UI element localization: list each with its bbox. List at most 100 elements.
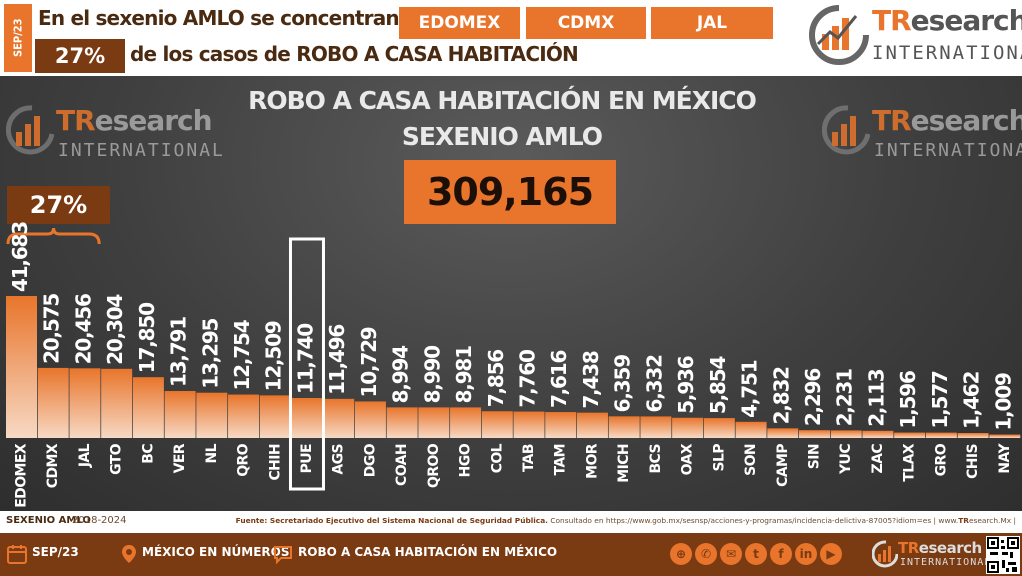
category-label-chis: CHIS — [965, 443, 981, 478]
watermark-logo-right: TResearch INTERNATIONAL — [822, 100, 1022, 170]
bracket — [6, 227, 101, 245]
bar-qroo — [418, 407, 450, 438]
category-label-bcs: BCS — [648, 443, 664, 473]
value-label-bcs: 6,332 — [642, 355, 666, 413]
value-label-tam: 7,616 — [547, 351, 571, 409]
bar-tam — [545, 412, 577, 438]
whatsapp-icon[interactable]: ✆ — [695, 543, 717, 565]
logo-brand: TResearch — [872, 104, 1022, 137]
category-label-hgo: HGO — [458, 443, 474, 477]
date-tab: SEP/23 — [4, 4, 32, 72]
value-label-chis: 1,462 — [960, 371, 984, 429]
logo-mark-icon — [872, 540, 898, 568]
logo-mark-icon — [822, 105, 870, 155]
chart-title: ROBO A CASA HABITACIÓN EN MÉXICO — [248, 86, 757, 115]
logo-sub: INTERNATIONAL — [872, 42, 1022, 64]
category-label-gro: GRO — [933, 443, 949, 476]
value-label-slp: 5,854 — [706, 357, 730, 415]
footer-topic: ROBO A CASA HABITACIÓN EN MÉXICO — [298, 545, 558, 559]
twitter-icon[interactable]: t — [745, 543, 767, 565]
logo-brand: TResearch — [898, 539, 982, 557]
value-label-sin: 2,296 — [801, 369, 825, 427]
bar-coah — [386, 407, 418, 438]
value-label-zac: 2,113 — [864, 369, 888, 427]
top-state-1: EDOMEX — [399, 7, 520, 39]
value-label-chih: 12,509 — [262, 321, 286, 391]
value-label-dgo: 10,729 — [357, 327, 381, 397]
bracket-percentage: 27% — [7, 186, 110, 224]
category-label-sin: SIN — [807, 444, 823, 469]
mail-icon[interactable]: ✉ — [720, 543, 742, 565]
bar-chih — [259, 395, 291, 438]
headline-percentage: 27% — [35, 39, 125, 73]
footer-logo[interactable]: TResearch INTERNATIONAL — [872, 537, 990, 573]
facebook-icon[interactable]: f — [770, 543, 792, 565]
bar-chart: 41,683 20,575 20,456 20,304 17,850 13,791 13,2… — [6, 222, 1021, 508]
value-label-tlax: 1,596 — [896, 371, 920, 429]
bar-tlax — [894, 432, 926, 438]
highlight-box-pue — [288, 237, 325, 491]
logo-sub: INTERNATIONAL — [58, 140, 225, 161]
value-label-coah: 8,994 — [389, 346, 413, 404]
top-state-3: JAL — [651, 7, 773, 39]
source-prefix: Fuente: Secretariado Ejecutivo del Siste… — [235, 516, 548, 525]
footer-section[interactable]: MÉXICO EN NÚMEROS — [142, 545, 290, 559]
linkedin-icon[interactable]: in — [795, 543, 817, 565]
bar-mich — [608, 416, 640, 438]
category-label-slp: SLP — [711, 444, 727, 472]
globe-icon[interactable]: ⊕ — [670, 543, 692, 565]
bar-jal — [69, 368, 101, 438]
bar-edomex — [6, 296, 37, 438]
youtube-icon[interactable]: ▶ — [820, 543, 842, 565]
top-state-2: CDMX — [526, 7, 646, 39]
bar-sin — [799, 430, 830, 438]
source-text: Fuente: Secretariado Ejecutivo del Siste… — [236, 516, 1016, 525]
logo-brand: TResearch — [872, 4, 1022, 37]
footer-date: SEP/23 — [32, 545, 79, 559]
bar-pue — [291, 398, 323, 438]
category-label-cdmx: CDMX — [45, 443, 61, 488]
value-label-yuc: 2,231 — [833, 369, 857, 427]
bars-group — [6, 296, 1021, 438]
category-label-chih: CHIH — [267, 444, 283, 481]
value-label-oax: 5,936 — [674, 356, 698, 414]
bar-son — [735, 421, 767, 438]
category-label-dgo: DGO — [362, 443, 378, 477]
bar-dgo — [354, 401, 386, 438]
source-consulted: Consultado en https://www.gob.mx/sesnsp/… — [550, 516, 937, 525]
headline-line-2: de los casos de ROBO A CASA HABITACIÓN — [130, 42, 579, 66]
bracket-line — [6, 227, 101, 245]
tresearch-logo[interactable]: TResearch INTERNATIONAL — [808, 2, 1022, 72]
bar-tab — [513, 411, 545, 438]
category-label-qroo: QROO — [426, 443, 442, 488]
category-label-tlax: TLAX — [902, 443, 918, 482]
category-label-zac: ZAC — [870, 444, 886, 474]
bar-ags — [323, 398, 355, 438]
category-label-camp: CAMP — [775, 444, 791, 487]
bar-camp — [767, 428, 799, 438]
qr-code-icon[interactable] — [986, 536, 1020, 574]
source-site[interactable]: www.TResearch.Mx | — [938, 516, 1016, 525]
bar-cdmx — [37, 367, 69, 438]
value-label-ags: 11,496 — [325, 325, 349, 395]
watermark-logo-left: TResearch INTERNATIONAL — [6, 100, 223, 170]
bar-gro — [925, 432, 957, 438]
bar-hgo — [450, 407, 482, 438]
highlight-group — [288, 237, 325, 491]
value-label-qro: 12,754 — [230, 320, 254, 390]
logo-sub: INTERNATIONAL — [900, 557, 992, 568]
category-label-mich: MICH — [616, 444, 632, 483]
value-label-gto: 20,304 — [103, 295, 127, 365]
category-labels-group: EDOMEX CDMX JAL GTO BC VER NL QRO CHIH PUE AGS DGO C… — [14, 443, 1013, 508]
category-label-pue: PUE — [299, 444, 315, 473]
value-label-nay: 1,009 — [991, 373, 1015, 431]
period-label: SEXENIO AMLO — [6, 515, 91, 526]
bar-nay — [989, 434, 1021, 438]
bar-oax — [672, 417, 704, 438]
value-label-bc: 17,850 — [135, 303, 159, 373]
value-label-gro: 1,577 — [928, 371, 952, 429]
source-bar: SEXENIO AMLO 2018-2024 Fuente: Secretari… — [0, 511, 1022, 533]
category-label-nay: NAY — [997, 443, 1013, 474]
total-value: 309,165 — [404, 160, 616, 224]
value-label-edomex: 41,683 — [8, 222, 32, 292]
